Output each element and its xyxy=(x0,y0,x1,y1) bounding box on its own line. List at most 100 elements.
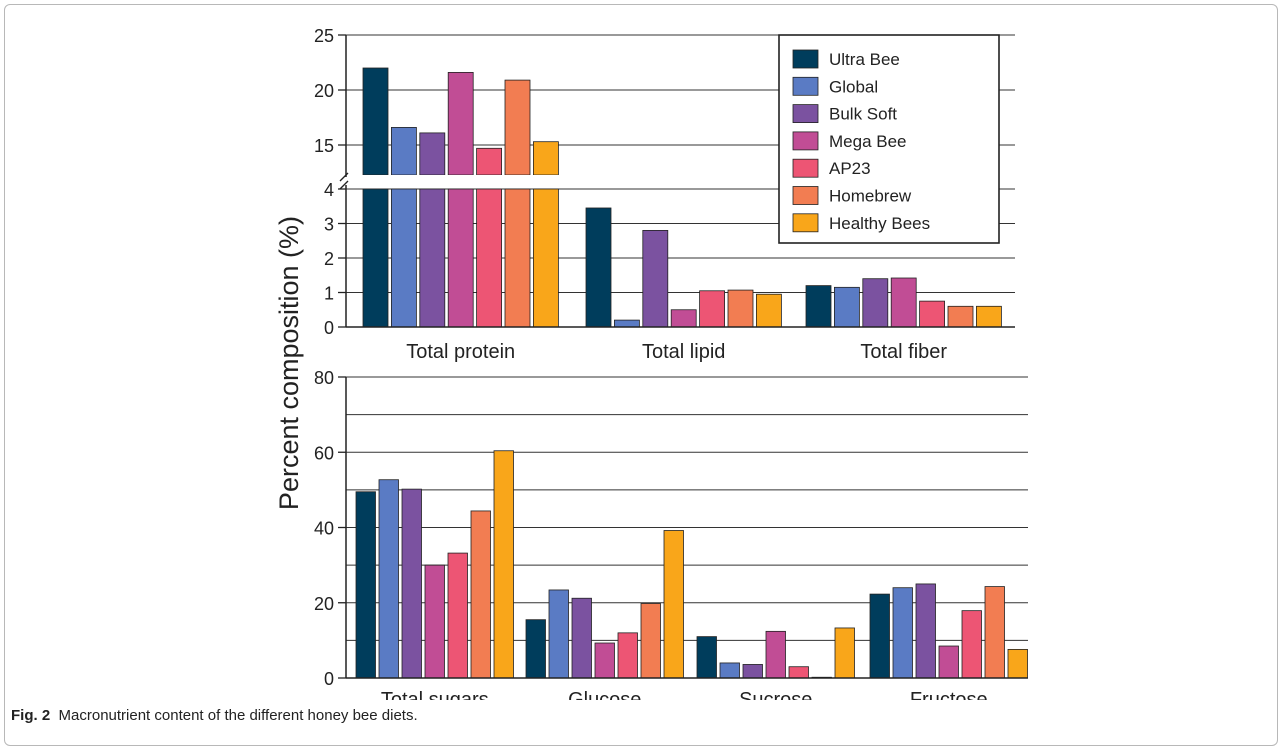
bar xyxy=(976,305,1002,328)
bar xyxy=(696,636,717,679)
legend-label: AP23 xyxy=(829,159,871,178)
bar xyxy=(862,278,889,328)
y-tick-label: 4 xyxy=(324,180,334,200)
bar xyxy=(419,132,446,176)
bar xyxy=(663,530,684,679)
legend-label: Global xyxy=(829,77,878,96)
legend-swatch xyxy=(792,76,819,96)
bar xyxy=(419,188,446,328)
bar xyxy=(756,293,782,328)
bar xyxy=(571,597,592,679)
bar xyxy=(493,450,514,679)
y-tick-label: 15 xyxy=(314,136,334,156)
y-tick-label: 1 xyxy=(324,284,334,304)
bar xyxy=(594,642,615,679)
bar xyxy=(670,309,697,328)
bar xyxy=(642,229,669,328)
legend-swatch xyxy=(792,104,819,123)
bar xyxy=(834,286,860,328)
bar xyxy=(805,285,832,328)
axis-break-gap xyxy=(334,175,1017,183)
y-axis-label: Percent composition (%) xyxy=(274,216,304,510)
bar xyxy=(447,552,468,679)
bar xyxy=(938,645,959,679)
bar xyxy=(617,632,638,679)
legend-label: Homebrew xyxy=(829,187,912,206)
figure-frame xyxy=(4,4,1278,746)
bar xyxy=(447,188,474,328)
x-tick-label: Total protein xyxy=(406,341,515,363)
bar xyxy=(525,619,546,679)
bar xyxy=(961,610,982,679)
bar xyxy=(1007,649,1028,679)
bar xyxy=(765,630,786,679)
y-tick-label: 80 xyxy=(314,368,334,388)
bar xyxy=(504,79,531,176)
bar xyxy=(892,587,913,679)
axis-break-mark xyxy=(339,172,349,182)
bar xyxy=(476,147,503,176)
bar xyxy=(504,188,531,328)
legend-swatch xyxy=(792,158,819,178)
bar xyxy=(390,127,417,176)
bar xyxy=(533,188,559,328)
bar xyxy=(890,277,917,328)
bar xyxy=(476,188,503,328)
legend-swatch xyxy=(792,131,819,151)
legend-swatch xyxy=(792,213,819,233)
bar xyxy=(614,319,640,328)
bar xyxy=(424,564,445,679)
bar xyxy=(378,479,399,679)
y-tick-label: 0 xyxy=(324,669,334,689)
y-tick-label: 25 xyxy=(314,26,334,46)
x-tick-label: Total fiber xyxy=(860,341,947,363)
bar xyxy=(548,589,569,679)
x-tick-label: Fructose xyxy=(910,689,988,700)
bar xyxy=(984,586,1005,679)
axis-break-mark xyxy=(339,180,349,190)
bar xyxy=(727,289,754,328)
caption-text: Macronutrient content of the different h… xyxy=(58,707,418,724)
bar xyxy=(362,188,389,328)
bar xyxy=(390,188,417,328)
legend-label: Mega Bee xyxy=(829,132,907,151)
y-tick-label: 60 xyxy=(314,443,334,463)
bar xyxy=(470,510,491,679)
bar xyxy=(355,491,376,679)
bar-chart-figure: Percent composition (%) Total protein Tot… xyxy=(274,26,1028,700)
bar xyxy=(362,67,389,176)
x-tick-label: Total sugars xyxy=(381,689,489,700)
bar xyxy=(742,664,763,679)
bar xyxy=(947,305,974,328)
bar xyxy=(533,141,559,176)
y-tick-label: 2 xyxy=(324,249,334,269)
bar xyxy=(869,593,890,679)
legend-swatch xyxy=(792,49,819,69)
bar xyxy=(640,603,661,679)
figure-caption: Fig. 2 Macronutrient content of the diff… xyxy=(11,707,418,724)
bar xyxy=(919,300,945,328)
caption-label: Fig. 2 xyxy=(11,707,51,724)
bar xyxy=(719,662,740,679)
bar xyxy=(915,583,936,679)
bar xyxy=(788,666,809,679)
bar xyxy=(401,488,422,679)
legend-label: Ultra Bee xyxy=(829,50,900,69)
y-tick-label: 0 xyxy=(324,318,334,338)
x-tick-label: Glucose xyxy=(568,689,641,700)
legend: Ultra Bee Global Bulk Soft Mega Bee AP23 Home… xyxy=(778,34,1000,244)
y-tick-label: 40 xyxy=(314,519,334,539)
y-tick-label: 20 xyxy=(314,594,334,614)
legend-swatch xyxy=(792,186,819,205)
x-tick-label: Sucrose xyxy=(739,689,812,700)
bottom-panel: Total sugars Glucose Sucrose Fructose 0 20 40 6… xyxy=(314,368,1028,700)
y-tick-label: 20 xyxy=(314,81,334,101)
bar xyxy=(834,627,855,679)
bar xyxy=(585,207,612,328)
bar xyxy=(447,72,474,176)
legend-label: Bulk Soft xyxy=(829,105,897,124)
legend-label: Healthy Bees xyxy=(829,214,930,233)
y-tick-label: 3 xyxy=(324,215,334,235)
bar xyxy=(699,290,725,328)
x-tick-label: Total lipid xyxy=(642,341,725,363)
